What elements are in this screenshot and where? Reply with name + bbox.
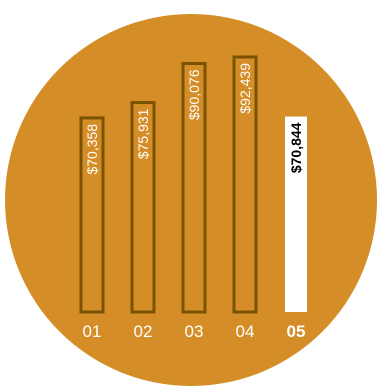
category-label-01: 01 — [83, 322, 102, 341]
bars-layer — [79, 55, 307, 314]
bar-02 — [130, 101, 156, 314]
category-label-03: 03 — [185, 322, 204, 341]
category-label-04: 04 — [236, 322, 255, 341]
value-label-05: $70,844 — [288, 122, 304, 173]
category-label-02: 02 — [134, 322, 153, 341]
bar-04 — [232, 55, 258, 314]
bar-01 — [79, 116, 105, 314]
bar-05 — [285, 116, 307, 313]
value-label-01: $70,358 — [84, 124, 100, 175]
value-label-02: $75,931 — [135, 108, 151, 159]
value-label-03: $90,076 — [186, 69, 202, 120]
value-label-04: $92,439 — [237, 63, 253, 114]
category-label-05: 05 — [287, 322, 306, 341]
background-circle — [5, 14, 377, 386]
bar-03 — [181, 62, 207, 314]
category-labels-layer: 01 02 03 04 05 — [83, 322, 306, 341]
value-labels-layer: $70,358 $75,931 $90,076 $92,439 $70,844 — [84, 63, 304, 175]
